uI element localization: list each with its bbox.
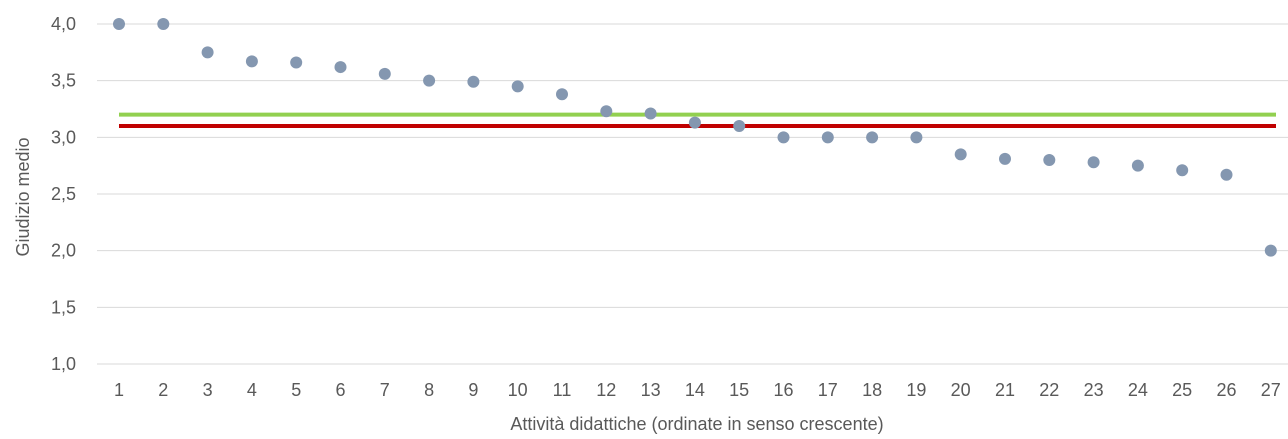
x-tick-label: 25 <box>1172 380 1192 400</box>
x-tick-label: 16 <box>773 380 793 400</box>
x-tick-label: 22 <box>1039 380 1059 400</box>
data-point <box>954 148 967 161</box>
data-point <box>423 74 436 87</box>
data-point <box>1176 164 1189 177</box>
data-points <box>113 18 1277 257</box>
x-axis-tick-labels: 1 2 3 4 5 6 7 8 9 10 11 12 13 14 15 16 17 18 19 20 21 22 23 24 2… <box>114 380 1281 400</box>
y-tick-label: 2,5 <box>51 184 76 204</box>
y-tick-label: 3,0 <box>51 127 76 147</box>
x-tick-label: 14 <box>685 380 705 400</box>
data-point <box>777 131 790 144</box>
x-tick-label: 19 <box>906 380 926 400</box>
data-point <box>245 55 258 68</box>
x-tick-label: 24 <box>1128 380 1148 400</box>
gridlines <box>97 23 1288 365</box>
data-point <box>334 61 347 74</box>
data-point <box>644 107 657 120</box>
data-point <box>511 80 524 93</box>
data-point <box>113 18 125 30</box>
data-point <box>821 131 834 144</box>
data-point <box>556 88 568 101</box>
x-tick-label: 27 <box>1261 380 1281 400</box>
x-tick-label: 26 <box>1216 380 1236 400</box>
x-tick-label: 13 <box>641 380 661 400</box>
x-tick-label: 12 <box>596 380 616 400</box>
x-tick-label: 10 <box>508 380 528 400</box>
x-tick-label: 9 <box>468 380 478 400</box>
x-tick-label: 1 <box>114 380 124 400</box>
x-tick-label: 17 <box>818 380 838 400</box>
x-axis-title: Attività didattiche (ordinate in senso c… <box>510 414 883 434</box>
data-point <box>1220 168 1233 181</box>
x-tick-label: 23 <box>1084 380 1104 400</box>
x-tick-label: 3 <box>203 380 213 400</box>
x-tick-label: 21 <box>995 380 1015 400</box>
y-axis-title: Giudizio medio <box>13 137 33 256</box>
x-tick-label: 8 <box>424 380 434 400</box>
y-axis-tick-labels: 4,0 3,5 3,0 2,5 2,0 1,5 1,0 <box>51 14 76 374</box>
y-tick-label: 1,0 <box>51 354 76 374</box>
data-point <box>1264 244 1277 257</box>
data-point <box>157 18 170 30</box>
data-point <box>688 116 701 129</box>
data-point <box>866 131 879 144</box>
y-tick-label: 1,5 <box>51 297 76 317</box>
data-point <box>1131 159 1144 172</box>
data-point <box>1087 156 1100 169</box>
data-point <box>378 67 391 80</box>
data-point <box>910 131 923 144</box>
data-point <box>600 105 613 118</box>
data-point <box>1043 154 1056 166</box>
y-tick-label: 2,0 <box>51 241 76 261</box>
y-tick-label: 3,5 <box>51 71 76 91</box>
x-tick-label: 15 <box>729 380 749 400</box>
data-point <box>733 120 746 132</box>
x-tick-label: 2 <box>158 380 168 400</box>
x-tick-label: 4 <box>247 380 257 400</box>
x-tick-label: 5 <box>291 380 301 400</box>
x-tick-label: 18 <box>862 380 882 400</box>
x-tick-label: 7 <box>380 380 390 400</box>
data-point <box>290 56 303 69</box>
data-point <box>467 75 480 88</box>
data-point <box>999 152 1011 165</box>
x-tick-label: 20 <box>951 380 971 400</box>
x-tick-label: 6 <box>335 380 345 400</box>
x-tick-label: 11 <box>553 380 572 400</box>
y-tick-label: 4,0 <box>51 14 76 34</box>
data-point <box>201 46 214 59</box>
